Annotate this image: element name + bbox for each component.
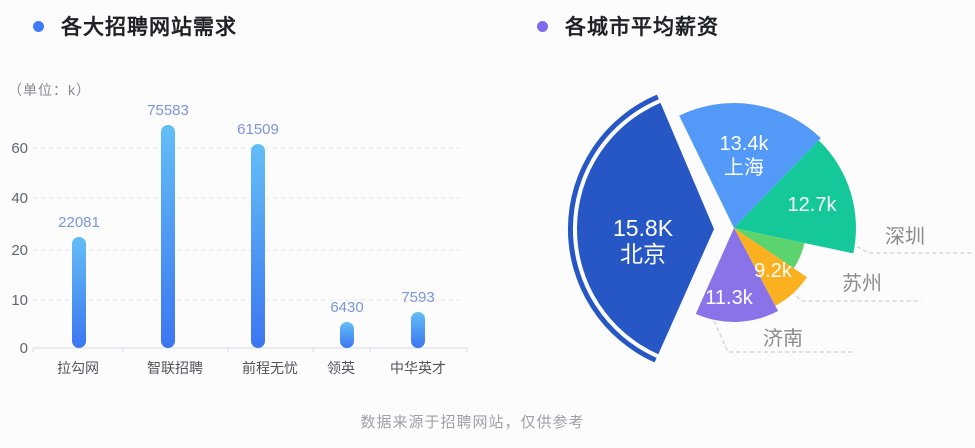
bar-拉勾网[interactable] [72, 237, 86, 348]
x-axis-category-label: 智联招聘 [147, 360, 203, 376]
pie-slice-济南[interactable] [695, 228, 779, 323]
pie-chart-bullet-icon [537, 20, 548, 32]
pie-slice-苏州[interactable] [734, 228, 807, 306]
y-axis-tick-label: 20 [11, 242, 28, 259]
bar-chart-bullet-icon [33, 20, 44, 32]
bar-领英[interactable] [340, 322, 354, 348]
bar-中华英才[interactable] [411, 312, 425, 348]
bar-前程无忧[interactable] [251, 144, 265, 348]
pie-outside-label: 深圳 [885, 225, 925, 248]
y-axis-tick-label: 40 [11, 190, 28, 207]
pie-slice-深圳[interactable] [734, 140, 856, 254]
pie-outside-label: 济南 [763, 327, 803, 350]
pie-outside-label: 苏州 [842, 272, 882, 295]
pie-halo-arc [567, 94, 659, 363]
pie-chart-title-text: 各城市平均薪资 [565, 16, 719, 39]
y-axis-tick-label: 60 [11, 140, 28, 157]
pie-slice-上海[interactable] [679, 103, 821, 228]
x-axis-category-label: 拉勾网 [57, 360, 99, 376]
pie-inside-label: 11.3k [705, 287, 753, 309]
pie-inside-label: 北京 [620, 241, 666, 267]
bar-智联招聘[interactable] [161, 125, 175, 348]
bar-value-label: 61509 [237, 121, 279, 138]
pie-inside-label: 12.7k [788, 194, 838, 216]
pie-inside-label: 15.8K [613, 215, 674, 241]
x-axis-category-label: 中华英才 [390, 360, 446, 376]
pie-inside-label: 9.2k [754, 260, 793, 282]
bar-chart-title-text: 各大招聘网站需求 [61, 16, 237, 39]
data-source-note: 数据来源于招聘网站，仅供参考 [360, 414, 585, 431]
bar-value-label: 6430 [330, 299, 363, 316]
y-axis-tick-label: 0 [20, 340, 28, 357]
bar-value-label: 22081 [58, 214, 100, 231]
pie-chart-title: 各城市平均薪资 [537, 11, 719, 41]
bar-chart: 0 10 20 40 60 22081 拉勾网 75583 智联招聘 61509 前程无忧 6430 领… [11, 102, 468, 376]
bar-chart-title: 各大招聘网站需求 [33, 11, 237, 41]
y-axis-unit-label: （单位：k） [8, 82, 91, 98]
x-axis-category-label: 前程无忧 [242, 360, 298, 376]
bar-value-label: 7593 [401, 289, 434, 306]
bar-value-label: 75583 [147, 102, 189, 119]
pie-slice-3[interactable] [734, 228, 805, 269]
pie-slice-北京[interactable] [576, 102, 714, 355]
leader-line-苏州 [791, 290, 921, 302]
pie-inside-label: 13.4k [720, 133, 770, 155]
pie-inside-label: 上海 [724, 156, 764, 179]
y-axis-tick-label: 10 [11, 292, 28, 309]
x-axis-category-label: 领英 [327, 360, 355, 376]
